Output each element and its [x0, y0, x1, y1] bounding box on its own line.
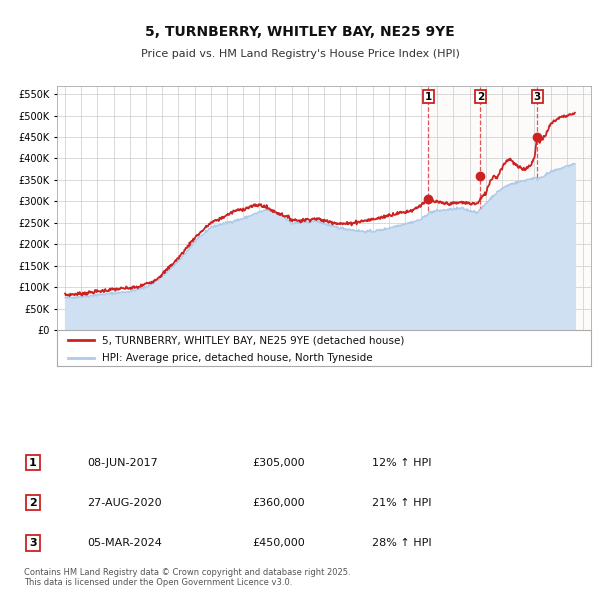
Text: 21% ↑ HPI: 21% ↑ HPI — [372, 498, 431, 507]
Text: 08-JUN-2017: 08-JUN-2017 — [87, 458, 158, 467]
Bar — [537, 86, 591, 330]
Text: Price paid vs. HM Land Registry's House Price Index (HPI): Price paid vs. HM Land Registry's House … — [140, 50, 460, 59]
Text: 28% ↑ HPI: 28% ↑ HPI — [372, 538, 431, 548]
Text: 3: 3 — [29, 538, 37, 548]
Bar — [481, 86, 537, 330]
Text: 3: 3 — [533, 91, 541, 101]
Text: £305,000: £305,000 — [252, 458, 305, 467]
Text: 5, TURNBERRY, WHITLEY BAY, NE25 9YE (detached house): 5, TURNBERRY, WHITLEY BAY, NE25 9YE (det… — [103, 335, 405, 345]
Text: 1: 1 — [29, 458, 37, 467]
Text: £450,000: £450,000 — [252, 538, 305, 548]
Text: 05-MAR-2024: 05-MAR-2024 — [87, 538, 162, 548]
Bar — [428, 86, 481, 330]
Text: Contains HM Land Registry data © Crown copyright and database right 2025.
This d: Contains HM Land Registry data © Crown c… — [24, 568, 350, 587]
Text: 27-AUG-2020: 27-AUG-2020 — [87, 498, 161, 507]
Text: £360,000: £360,000 — [252, 498, 305, 507]
Text: 2: 2 — [29, 498, 37, 507]
Text: 2: 2 — [476, 91, 484, 101]
Text: 12% ↑ HPI: 12% ↑ HPI — [372, 458, 431, 467]
Text: 1: 1 — [425, 91, 432, 101]
Text: HPI: Average price, detached house, North Tyneside: HPI: Average price, detached house, Nort… — [103, 353, 373, 363]
Text: 5, TURNBERRY, WHITLEY BAY, NE25 9YE: 5, TURNBERRY, WHITLEY BAY, NE25 9YE — [145, 25, 455, 40]
